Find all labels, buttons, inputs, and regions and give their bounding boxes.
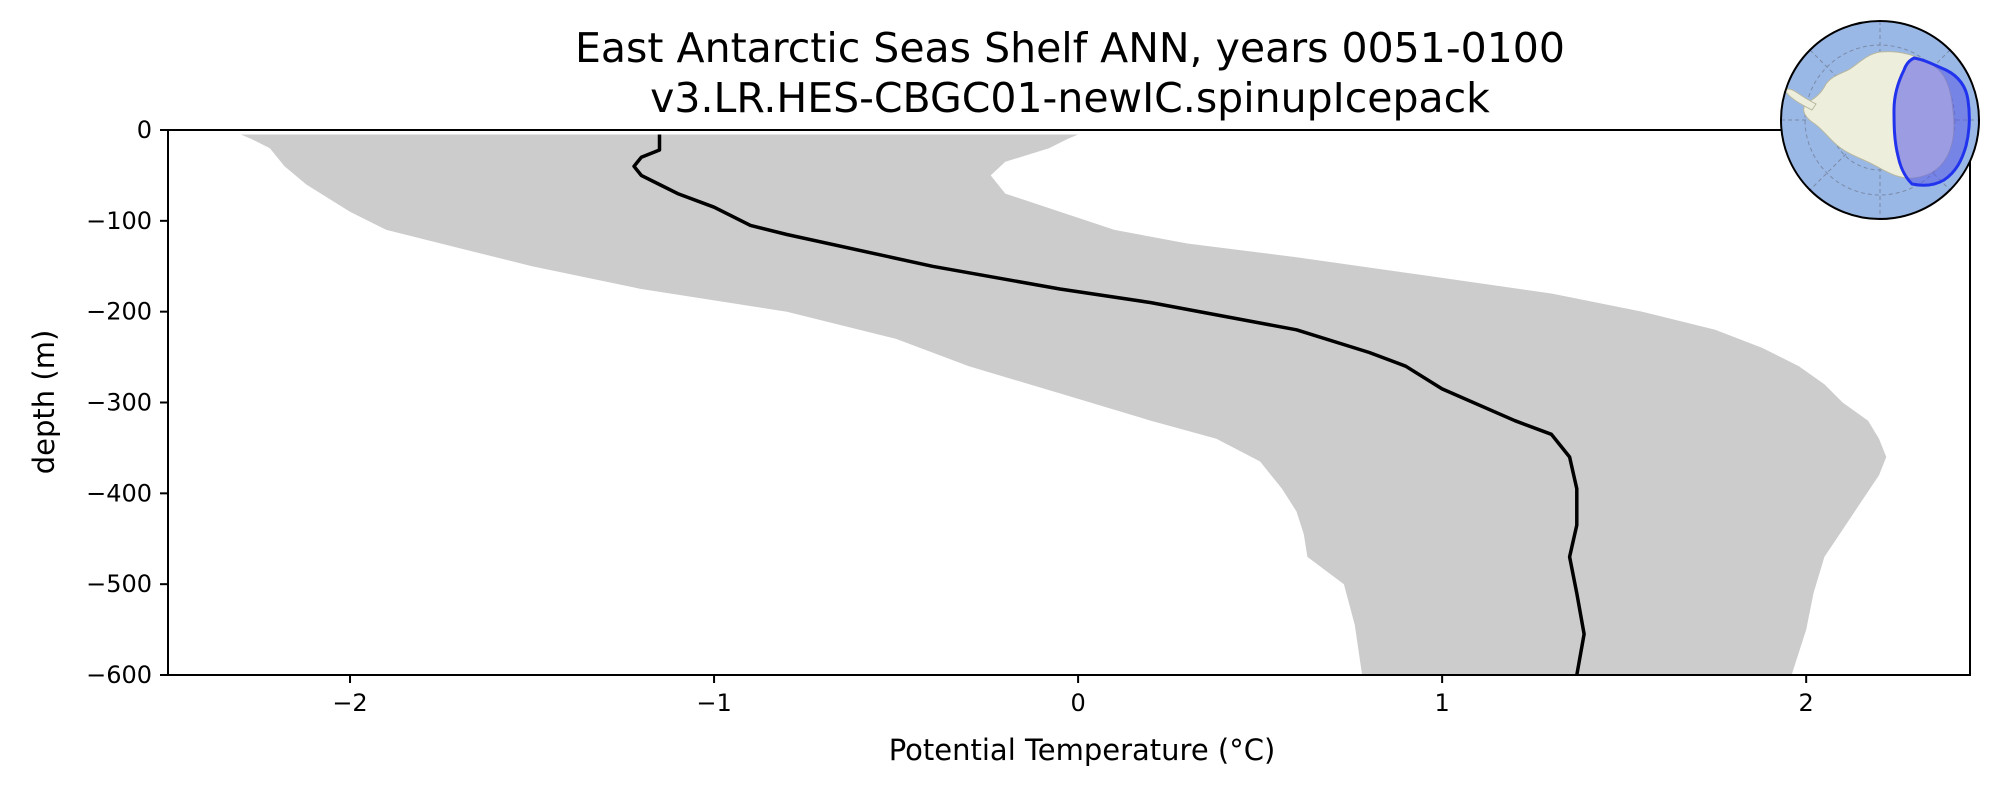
x-tick-label: 0 xyxy=(1070,689,1085,717)
x-tick-label: 1 xyxy=(1435,689,1450,717)
x-axis-ticks: −2 −1 0 1 2 xyxy=(332,675,1814,717)
antarctic-peninsula xyxy=(1785,88,1817,111)
y-tick-label: −600 xyxy=(86,661,152,689)
east-antarctic-shelf-region xyxy=(1892,56,1971,187)
plot-area xyxy=(240,134,1887,676)
y-tick-label: −100 xyxy=(86,207,152,235)
chart-title-line-1: East Antarctic Seas Shelf ANN, years 005… xyxy=(575,24,1565,72)
y-axis-ticks: 0 −100 −200 −300 −400 −500 −600 xyxy=(86,116,168,689)
chart-title-line-2: v3.LR.HES-CBGC01-newIC.spinupIcepack xyxy=(650,74,1490,122)
region-locator-map xyxy=(1780,20,1980,220)
mean-temperature-line xyxy=(632,134,1586,676)
x-axis-label: Potential Temperature (°C) xyxy=(889,733,1276,767)
y-tick-label: −400 xyxy=(86,479,152,507)
x-tick-label: −1 xyxy=(696,689,731,717)
temperature-range-band xyxy=(240,134,1887,675)
x-tick-label: 2 xyxy=(1799,689,1814,717)
y-tick-label: 0 xyxy=(137,116,152,144)
x-tick-label: −2 xyxy=(332,689,367,717)
y-tick-label: −200 xyxy=(86,298,152,326)
y-tick-label: −300 xyxy=(86,389,152,417)
y-axis-label: depth (m) xyxy=(27,330,61,475)
y-tick-label: −500 xyxy=(86,570,152,598)
inset-border xyxy=(1780,20,1980,220)
